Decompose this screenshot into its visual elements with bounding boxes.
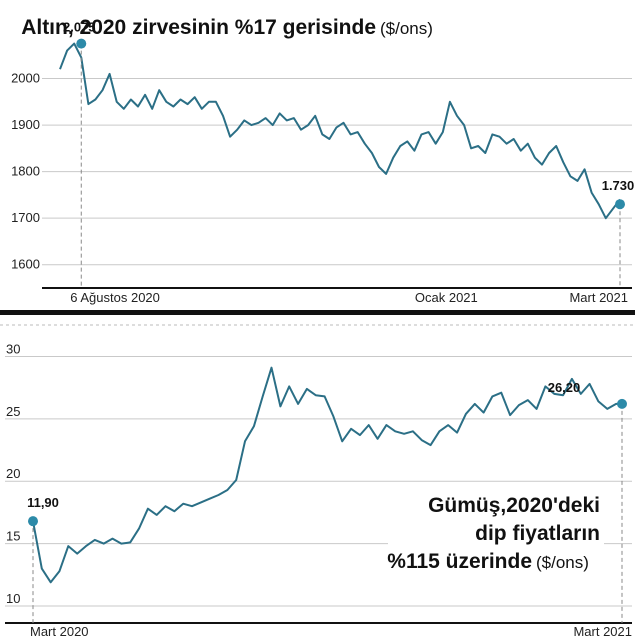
silver-y-tick-label: 15 [6,529,20,544]
gold-title: Altın, 2020 zirvesinin %17 gerisinde [21,16,376,39]
silver-x-tick-labels: Mart 2020 Mart 2021 [30,624,632,639]
silver-marker-label: 11,90 [27,495,59,510]
gold-x-tick-labels: 6 Ağustos 2020 Ocak 2021 Mart 2021 [70,290,628,305]
silver-x-tick-label: Mart 2020 [30,624,89,639]
gold-marker-dot [615,199,625,210]
gold-x-tick-label: 6 Ağustos 2020 [70,290,160,305]
gold-x-tick-label: Mart 2021 [569,290,628,305]
section-divider [0,310,635,315]
gold-gridlines [42,78,632,266]
silver-marker-label: 26,20 [548,380,581,395]
gold-marker-dot [76,38,87,49]
gold-y-tick-label: 2000 [11,71,40,86]
silver-x-tick-label: Mart 2021 [573,624,632,639]
silver-title-line-2: dip fiyatların [475,522,600,545]
gold-x-tick-label: Ocak 2021 [415,290,478,305]
gold-y-tick-label: 1900 [11,117,40,132]
silver-y-tick-label: 20 [6,466,20,481]
silver-title-line-3: %115 üzerinde [387,550,532,573]
gold-chart-panel: 2000 1900 1800 1700 1600 2.075 1.730 6 Ağusto… [11,16,634,305]
gold-y-tick-label: 1700 [11,210,40,225]
silver-y-tick-label: 25 [6,404,20,419]
silver-y-tick-label: 30 [6,341,20,356]
gold-y-tick-labels: 2000 1900 1800 1700 1600 [11,71,40,272]
gold-marker-label: 1.730 [602,178,635,193]
silver-chart-panel: 30 25 20 15 10 11,90 26,20 Mart 2020 Mart 2021… [5,341,632,639]
gold-marker-label: 2.075 [63,20,96,35]
silver-marker-dot [28,516,38,527]
gold-markers: 2.075 1.730 [63,20,634,288]
gold-title-unit: ($/ons) [380,19,433,38]
silver-title-line-1: Gümüş,2020'deki [428,494,600,517]
silver-title-backdrop [388,486,604,580]
silver-price-line [32,366,622,584]
gold-y-tick-label: 1600 [11,257,40,272]
gold-price-line [59,42,621,220]
gold-y-tick-label: 1800 [11,164,40,179]
silver-title-unit: ($/ons) [536,553,589,572]
silver-marker-dot [617,398,627,409]
silver-markers: 11,90 26,20 [27,380,627,623]
silver-y-tick-labels: 30 25 20 15 10 [6,341,20,606]
silver-y-tick-label: 10 [6,591,20,606]
